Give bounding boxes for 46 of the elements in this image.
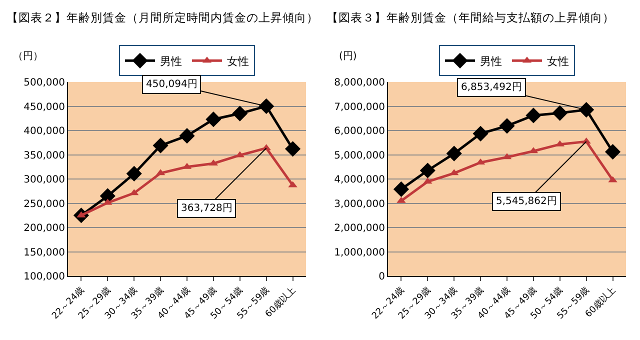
y-tick-label: 6,000,000 [334, 126, 385, 137]
point [284, 141, 301, 157]
y-tick-label: 1,000,000 [334, 247, 385, 258]
annotation: 450,094円 [146, 79, 198, 90]
y-tick-label: 7,000,000 [334, 102, 385, 113]
y-tick-label: 0 [378, 272, 385, 282]
point [499, 118, 515, 134]
legend-label: 男性 [160, 54, 182, 68]
y-tick-label: 400,000 [24, 126, 65, 137]
y-tick-label: 3,000,000 [334, 198, 385, 210]
point [604, 144, 621, 160]
y-axis-title: （円） [13, 51, 43, 62]
y-axis-title: (円) [339, 51, 357, 62]
y-tick-label: 350,000 [24, 150, 65, 162]
point [232, 106, 248, 122]
y-tick-label: 100,000 [24, 272, 65, 282]
legend-label: 女性 [547, 54, 569, 68]
y-tick-label: 4,000,000 [334, 174, 385, 186]
y-tick-label: 2,000,000 [334, 223, 385, 234]
point [152, 138, 168, 154]
point [526, 108, 542, 124]
annotation: 5,545,862円 [496, 196, 557, 207]
legend-label: 男性 [480, 54, 502, 68]
annotation: 363,728円 [181, 203, 232, 214]
point [578, 102, 594, 118]
y-tick-label: 5,000,000 [334, 150, 385, 162]
y-tick-label: 150,000 [24, 247, 65, 258]
chart-title: 【図表２】年齢別賃金（月間所定時間内賃金の上昇傾向） [6, 10, 318, 25]
point [420, 162, 436, 178]
point [126, 166, 142, 182]
y-tick-label: 450,000 [24, 102, 65, 113]
point [393, 181, 410, 197]
y-tick-label: 250,000 [24, 198, 65, 210]
point [552, 105, 568, 121]
annotation: 6,853,492円 [461, 82, 522, 93]
y-tick-label: 300,000 [24, 174, 65, 186]
y-tick-label: 500,000 [24, 78, 65, 88]
y-tick-label: 8,000,000 [334, 78, 385, 88]
point [258, 98, 274, 114]
point [179, 128, 195, 144]
point [446, 146, 462, 162]
point [206, 112, 222, 128]
point [472, 126, 488, 142]
legend-label: 女性 [227, 54, 249, 68]
y-tick-label: 200,000 [24, 223, 65, 234]
chart-title: 【図表３】年齢別賃金（年間給与支払額の上昇傾向） [326, 10, 614, 25]
